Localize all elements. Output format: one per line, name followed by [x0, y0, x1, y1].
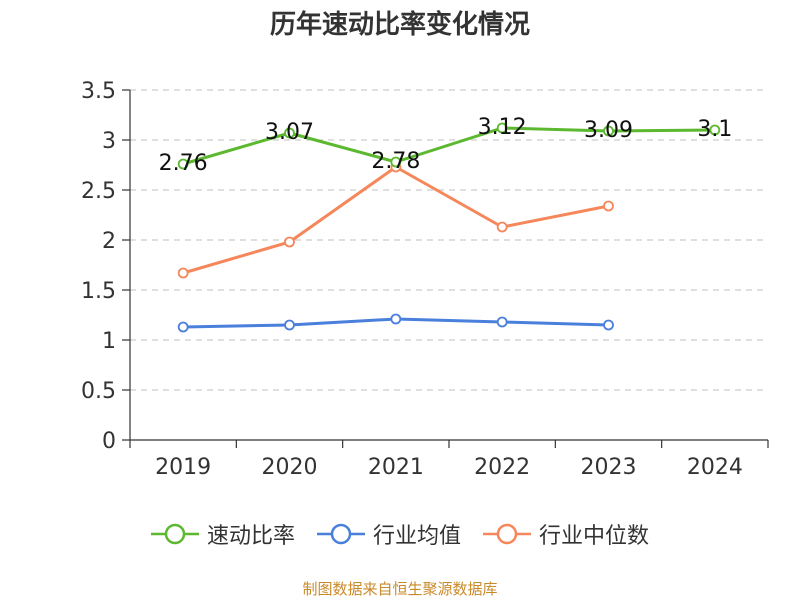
- x-tick-label: 2024: [687, 455, 743, 480]
- legend-line-icon: [150, 523, 199, 545]
- legend-item-quick-ratio[interactable]: 速动比率: [150, 518, 295, 550]
- y-tick-label: 1.5: [81, 279, 116, 304]
- x-tick-label: 2019: [155, 455, 211, 480]
- data-label: 3.09: [584, 118, 633, 143]
- legend-label: 速动比率: [206, 524, 295, 549]
- series-layer: [177, 122, 721, 333]
- data-point: [603, 319, 614, 331]
- series-line: [182, 165, 609, 275]
- chart-title: 历年速动比率变化情况: [269, 10, 530, 40]
- data-point: [177, 321, 189, 333]
- axes: 0 0.5 1 1.5 2 2.5 3 3.5 2019 2020 2021 2022 2023 2024: [81, 79, 769, 480]
- grid-lines: [130, 89, 768, 391]
- data-label: 3.07: [265, 120, 314, 145]
- y-tick-label: 2: [102, 229, 116, 254]
- data-label: 2.78: [371, 149, 420, 174]
- x-tick-label: 2020: [262, 455, 318, 480]
- data-point: [709, 124, 721, 136]
- data-labels: 2.76 3.07 2.78 3.12 3.09 3.1: [159, 115, 733, 176]
- data-source: 制图数据来自恒生聚源数据库: [302, 580, 498, 598]
- y-tick-label: 2.5: [81, 179, 116, 204]
- data-point: [603, 200, 614, 212]
- data-point: [177, 267, 189, 279]
- data-label: 3.1: [697, 117, 732, 142]
- data-point: [284, 319, 295, 331]
- legend-line-icon: [316, 523, 365, 545]
- series-line: [182, 126, 715, 166]
- data-point: [284, 127, 295, 139]
- x-tick-label: 2021: [368, 455, 424, 480]
- y-tick-label: 3.5: [81, 79, 116, 104]
- data-point: [603, 125, 614, 137]
- data-point: [177, 158, 189, 170]
- legend: 速动比率 行业均值 行业中位数: [0, 518, 800, 550]
- y-tick-label: 3: [102, 129, 116, 154]
- x-tick-label: 2023: [581, 455, 637, 480]
- y-tick-label: 1: [102, 329, 116, 354]
- y-tick-label: 0: [102, 429, 116, 454]
- x-tick-label: 2022: [474, 455, 530, 480]
- legend-label: 行业均值: [372, 524, 461, 549]
- data-point: [284, 236, 295, 248]
- data-label: 3.12: [478, 115, 527, 140]
- data-point: [496, 221, 508, 233]
- data-label: 2.76: [159, 151, 208, 176]
- legend-line-icon: [483, 523, 531, 545]
- legend-item-industry-mean[interactable]: 行业均值: [316, 518, 461, 550]
- data-point: [390, 156, 402, 168]
- legend-label: 行业中位数: [539, 524, 650, 549]
- data-point: [496, 316, 508, 328]
- data-point: [496, 122, 508, 134]
- data-point: [390, 313, 402, 325]
- y-tick-label: 0.5: [81, 379, 116, 404]
- legend-item-industry-median[interactable]: 行业中位数: [483, 518, 649, 550]
